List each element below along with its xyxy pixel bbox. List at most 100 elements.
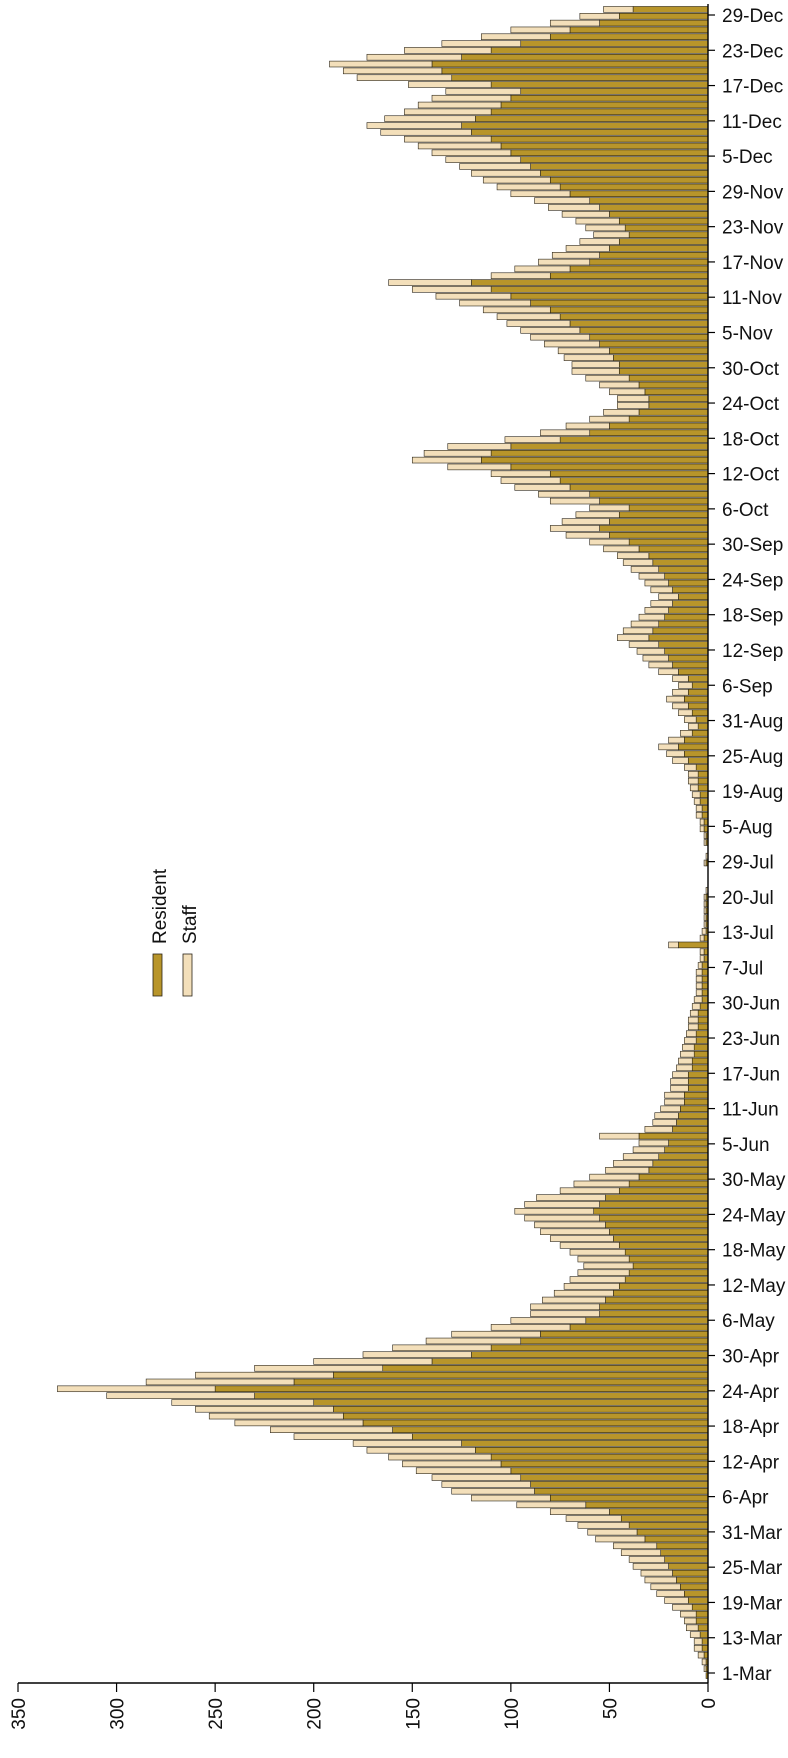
date-axis-ticks: 1-Mar 13-Mar 19-Mar 25-Mar 31-Mar 6-Apr 12-Apr… <box>708 6 786 1685</box>
bar-resident <box>618 217 709 225</box>
bar-resident <box>624 1276 709 1283</box>
bar-resident <box>678 941 709 949</box>
bar-staff <box>500 477 561 484</box>
bar-resident <box>569 1324 709 1331</box>
bar-resident <box>668 654 709 662</box>
bar-staff <box>672 689 689 696</box>
date-axis-tick-label: 23-Nov <box>722 218 784 239</box>
date-axis-tick-label: 29-Jul <box>722 853 774 874</box>
bar-resident <box>687 702 709 710</box>
bar-resident <box>254 1392 709 1399</box>
bar-resident <box>411 1433 709 1440</box>
bar-staff <box>668 941 679 949</box>
bar-resident <box>520 156 709 163</box>
bar-resident <box>490 286 709 293</box>
bar-resident <box>500 142 709 150</box>
bar-resident <box>644 1535 709 1543</box>
bar-staff <box>668 736 685 744</box>
bar-staff <box>540 1228 610 1235</box>
bar-staff <box>417 142 502 150</box>
bar-resident <box>471 1351 709 1358</box>
bar-resident <box>585 1317 709 1324</box>
bar-resident <box>431 60 709 68</box>
bar-resident <box>687 1071 709 1078</box>
bar-staff <box>703 832 707 839</box>
bar-staff <box>57 1385 216 1393</box>
bar-resident <box>593 1208 709 1215</box>
bar-staff <box>459 163 531 170</box>
bar-resident <box>701 989 709 996</box>
bar-resident <box>599 1310 709 1317</box>
bar-staff <box>530 333 591 341</box>
bar-staff <box>638 1139 669 1147</box>
bar-resident <box>520 1337 709 1345</box>
bar-staff <box>684 1617 697 1625</box>
bar-resident <box>333 1406 709 1413</box>
bar-staff <box>549 497 600 505</box>
bar-resident <box>461 1440 709 1447</box>
bar-staff <box>678 1057 693 1065</box>
bar-staff <box>579 13 620 20</box>
bar-resident <box>559 183 709 191</box>
bar-staff <box>313 1358 433 1365</box>
bar-resident <box>480 456 709 464</box>
bar-resident <box>680 1105 709 1113</box>
bar-resident <box>500 1460 709 1468</box>
bar-staff <box>605 1167 650 1174</box>
bar-staff <box>587 1528 638 1536</box>
bar-staff <box>380 129 472 136</box>
bar-staff <box>603 6 634 13</box>
bar-staff <box>697 1651 705 1659</box>
bar-staff <box>569 1276 626 1283</box>
legend-swatch-staff <box>182 953 193 997</box>
bar-resident <box>628 1269 709 1276</box>
date-axis-tick-label: 6-Oct <box>722 500 769 521</box>
bar-resident <box>618 1187 709 1194</box>
bar-resident <box>628 1522 709 1529</box>
bar-resident <box>599 1201 709 1208</box>
bar-resident <box>680 1583 709 1591</box>
date-axis-tick-label: 24-May <box>722 1205 786 1226</box>
bar-resident <box>672 1126 709 1133</box>
bar-resident <box>530 1481 709 1488</box>
value-axis-tick-label: 300 <box>108 1698 129 1730</box>
bar-staff <box>689 784 699 792</box>
bar-resident <box>676 1119 709 1126</box>
bar-staff <box>672 757 689 764</box>
bar-staff <box>551 252 600 259</box>
bar-resident <box>697 777 709 785</box>
bar-staff <box>538 258 591 266</box>
bar-staff <box>520 327 581 334</box>
value-axis-tick-label: 150 <box>403 1698 424 1730</box>
bar-resident <box>652 627 709 635</box>
bar-staff <box>703 839 707 846</box>
bar-resident <box>620 1515 709 1522</box>
bar-resident <box>697 1624 709 1632</box>
bar-resident <box>658 1153 709 1160</box>
bar-resident <box>636 1528 709 1536</box>
bar-staff <box>536 1194 606 1201</box>
date-axis-tick-label: 30-Apr <box>722 1347 780 1368</box>
bar-staff <box>593 231 630 238</box>
date-axis-tick-label: 12-May <box>722 1276 786 1297</box>
bar-staff <box>589 1173 640 1181</box>
bar-staff <box>514 484 571 491</box>
bar-staff <box>561 211 610 218</box>
bar-resident <box>695 716 709 723</box>
bar-staff <box>693 798 701 805</box>
bar-resident <box>510 94 709 102</box>
bar-staff <box>366 53 462 61</box>
bar-staff <box>254 1365 384 1372</box>
bar-resident <box>664 572 709 580</box>
bar-resident <box>691 1604 709 1611</box>
bar-resident <box>589 491 709 498</box>
date-axis-tick-label: 13-Mar <box>722 1629 783 1650</box>
bar-resident <box>695 1030 709 1037</box>
bar-staff <box>695 982 703 990</box>
bar-resident <box>609 211 709 218</box>
bar-resident <box>589 197 709 204</box>
bar-staff <box>620 1549 661 1556</box>
bar-staff <box>329 60 433 68</box>
bar-staff <box>699 825 705 833</box>
bar-staff <box>684 1037 697 1044</box>
